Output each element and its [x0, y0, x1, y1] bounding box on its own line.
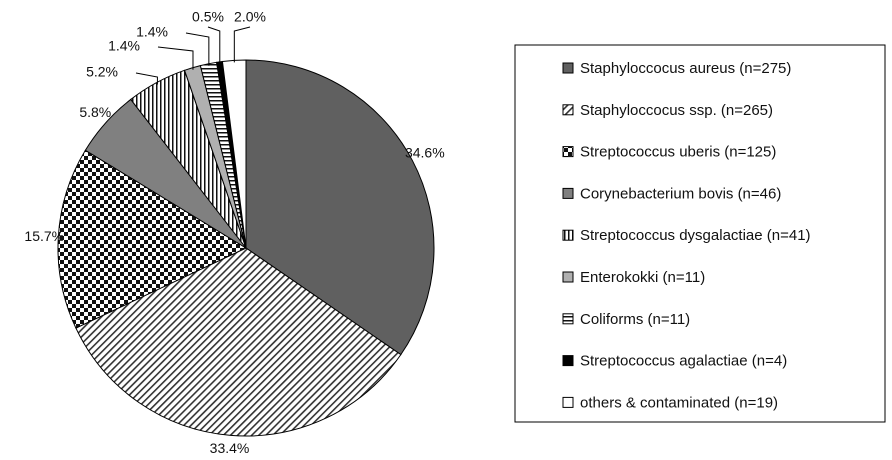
- legend-label: Corynebacterium bovis (n=46): [580, 185, 781, 202]
- leader-line: [135, 72, 158, 85]
- data-label: 0.5%: [192, 9, 224, 25]
- data-label: 33.4%: [210, 440, 250, 455]
- legend-swatch: [562, 146, 574, 158]
- legend-label: Streptococcus dysgalactiae (n=41): [580, 227, 811, 244]
- legend-label: Streptococcus uberis (n=125): [580, 144, 776, 161]
- data-label: 5.2%: [86, 64, 118, 80]
- legend-swatch: [562, 271, 574, 283]
- legend-box: [514, 44, 886, 423]
- legend-swatch: [562, 396, 574, 408]
- legend-label: Coliforms (n=11): [580, 311, 690, 328]
- data-label: 1.4%: [108, 38, 140, 54]
- data-label: 15.7%: [24, 228, 64, 244]
- data-label: 1.4%: [136, 24, 168, 40]
- legend-label: Staphyloccocus aureus (n=275): [580, 60, 791, 77]
- legend-swatch: [562, 104, 574, 116]
- legend-swatch: [562, 355, 574, 367]
- pie-slice: [57, 149, 248, 329]
- data-label: 34.6%: [405, 145, 445, 161]
- leader-line: [233, 26, 251, 63]
- leader-line: [185, 32, 210, 66]
- legend-label: others & contaminated (n=19): [580, 394, 778, 411]
- legend-label: Staphyloccocus ssp. (n=265): [580, 102, 773, 119]
- pie-slice: [245, 59, 435, 356]
- pie-slice: [75, 247, 402, 437]
- leader-line: [207, 26, 221, 64]
- data-label: 2.0%: [234, 9, 266, 25]
- legend-swatch: [562, 313, 574, 325]
- legend-label: Enterokokki (n=11): [580, 269, 705, 286]
- leader-line: [157, 46, 194, 70]
- legend-swatch: [562, 187, 574, 199]
- legend-swatch: [562, 229, 574, 241]
- data-label: 5.8%: [79, 104, 111, 120]
- legend-label: Streptococcus agalactiae (n=4): [580, 353, 787, 370]
- legend-swatch: [562, 62, 574, 74]
